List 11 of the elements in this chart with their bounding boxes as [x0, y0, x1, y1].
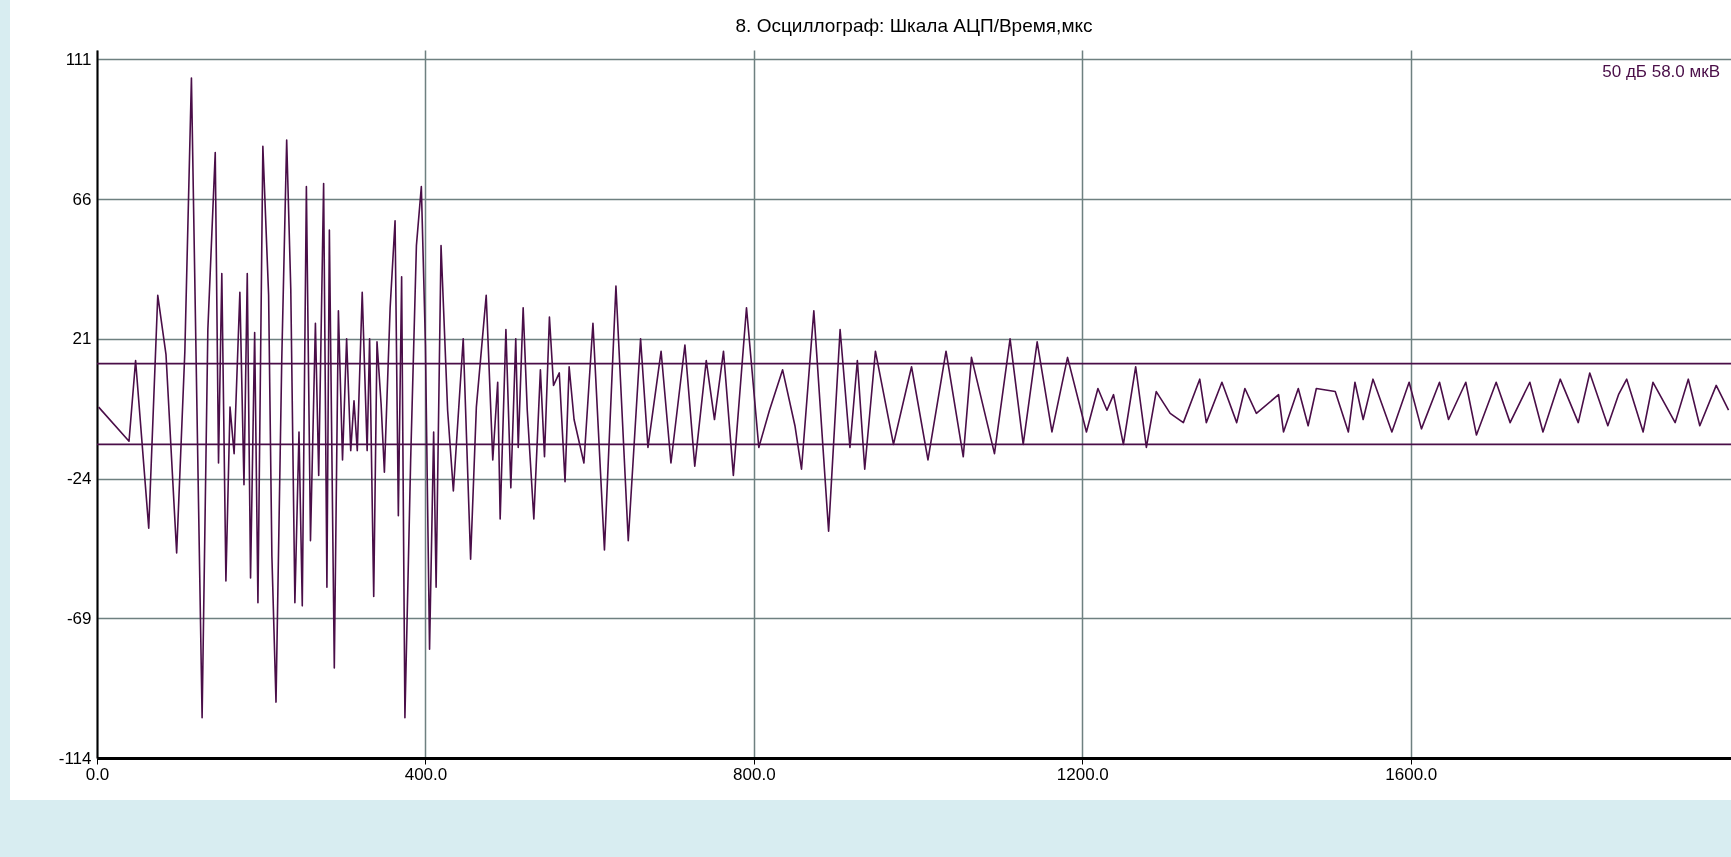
y-tick-label: -69	[66, 608, 92, 628]
x-tick-label: 800.0	[733, 764, 776, 784]
annotation: 50 дБ 58.0 мкВ	[1602, 62, 1720, 81]
y-tick-label: 66	[72, 189, 92, 209]
y-tick-label: 111	[65, 49, 92, 69]
y-tick-label: -24	[66, 469, 92, 489]
x-tick-label: 1200.0	[1056, 764, 1109, 784]
y-tick-label: 21	[72, 329, 92, 349]
chart-title: 8. Осциллограф: Шкала АЦП/Время,мкс	[735, 15, 1093, 36]
x-tick-label: 1600.0	[1385, 764, 1438, 784]
x-tick-label: 400.0	[404, 764, 448, 784]
